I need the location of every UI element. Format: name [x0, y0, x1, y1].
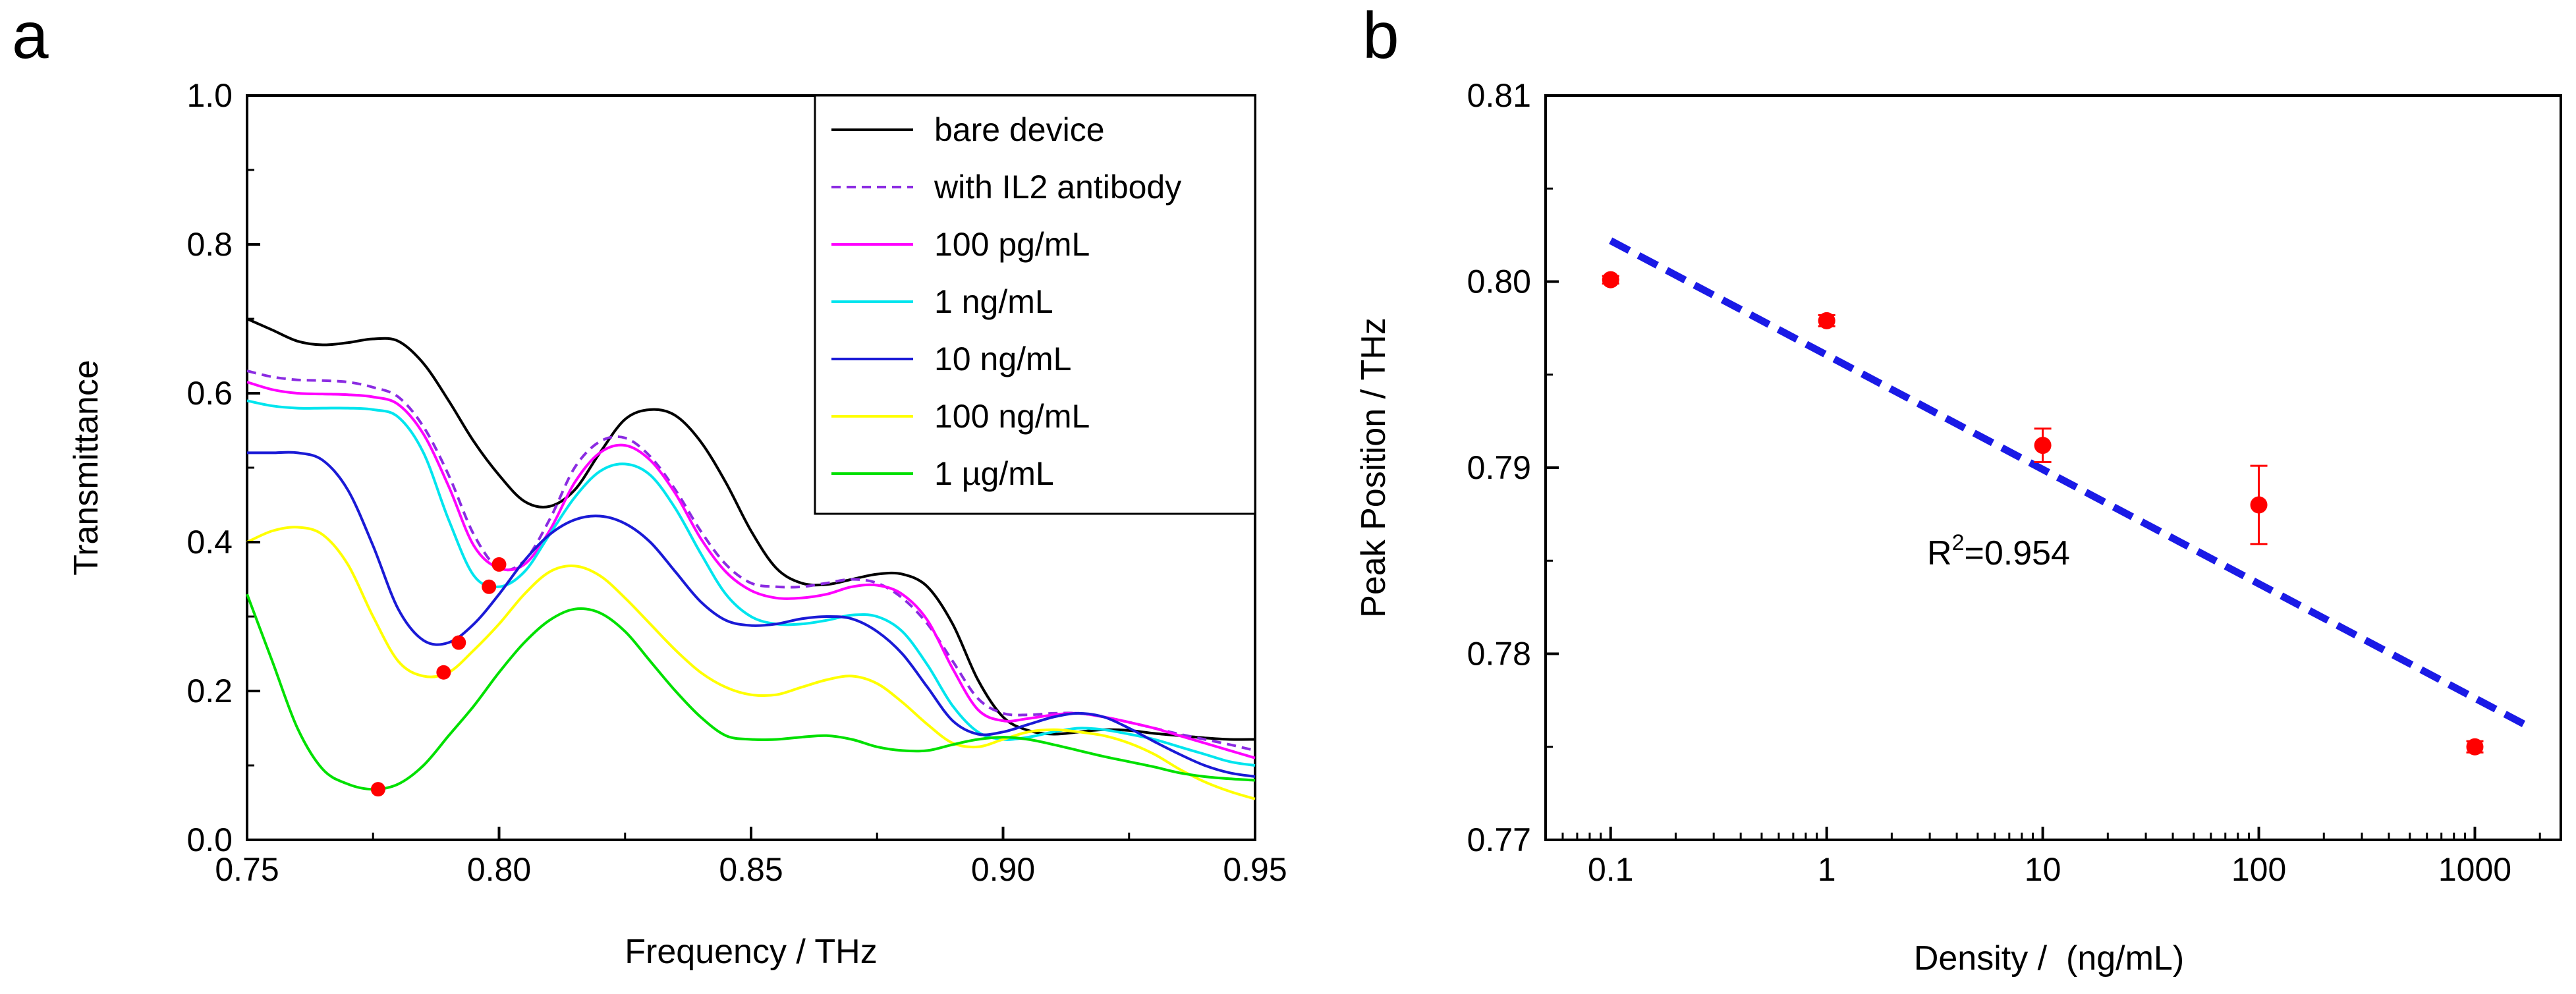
legend-label: bare device [934, 111, 1105, 148]
panel-a-series-group [246, 318, 1256, 800]
legend-label: 10 ng/mL [934, 341, 1071, 377]
resonance-marker [482, 579, 497, 594]
panel-b-y-tick-label: 0.77 [1467, 821, 1531, 858]
panel-a-y-tick-label: 1.0 [186, 77, 233, 114]
panel-a-label: a [12, 0, 49, 72]
panel-b-x-tick-label: 1000 [2438, 851, 2511, 888]
panel-a: a 0.75 0.80 0.85 0.90 0.95 0.0 0.2 0.4 0.6 0.8 1.0… [12, 0, 1287, 971]
panel-a-x-tick-label: 0.80 [467, 851, 531, 888]
data-point [2466, 738, 2484, 756]
r-squared-superscript: 2 [1952, 530, 1965, 555]
r-squared-main: R [1927, 534, 1952, 572]
series-line-1-ng-ml [246, 399, 1256, 767]
r-squared-value: =0.954 [1964, 534, 2070, 572]
panel-b-y-axis-title: Peak Position / THz [1355, 318, 1393, 618]
series-line-1-g-ml [246, 594, 1256, 791]
panel-a-y-tick-label: 0.0 [186, 821, 233, 858]
panel-a-y-axis-title: Transmittance [67, 360, 105, 576]
data-point [2250, 496, 2268, 514]
legend-label: 100 pg/mL [934, 226, 1090, 263]
panel-b-label: b [1362, 0, 1399, 72]
panel-a-y-tick-label: 0.8 [186, 226, 233, 263]
legend-entries: bare device with IL2 antibody 100 pg/mL 1 n… [831, 111, 1181, 492]
panel-b-x-tick-label: 10 [2025, 851, 2061, 888]
legend-label: with IL2 antibody [934, 169, 1181, 206]
legend-box [814, 94, 1256, 515]
linear-fit-line [1609, 237, 2527, 728]
legend-label: 100 ng/mL [934, 398, 1090, 435]
panel-b-y-tick-label: 0.78 [1467, 636, 1531, 673]
resonance-marker [451, 635, 466, 650]
panel-a-y-tick-label: 0.6 [186, 375, 233, 412]
panel-a-x-tick-label: 0.95 [1223, 851, 1287, 888]
panel-a-ticks-group: 0.75 0.80 0.85 0.90 0.95 0.0 0.2 0.4 0.6 0.8 1.0 [186, 77, 1287, 888]
resonance-marker [491, 557, 507, 572]
data-point [1818, 312, 1835, 329]
r-squared-annotation: R2=0.954 [1927, 530, 2070, 572]
panel-a-y-tick-label: 0.2 [186, 673, 233, 709]
panel-b-y-tick-label: 0.80 [1467, 263, 1531, 300]
panel-a-x-tick-label: 0.85 [719, 851, 783, 888]
panel-b-y-tick-label: 0.81 [1467, 77, 1531, 114]
panel-a-x-axis-title: Frequency / THz [625, 933, 877, 971]
panel-b-y-tick-label: 0.79 [1467, 449, 1531, 486]
panel-b: b 0.1 1 10 100 1000 0.77 0.78 0.79 0.80 0.81 R2=0… [1355, 0, 2562, 978]
data-point [2034, 437, 2052, 455]
panel-b-x-tick-label: 100 [2231, 851, 2286, 888]
series-line-10-ng-ml [247, 451, 1256, 778]
panel-b-x-tick-label: 1 [1818, 851, 1836, 888]
series-line-100-ng-ml [246, 526, 1256, 800]
panel-b-x-axis-title: Density / (ng/mL) [1914, 939, 2184, 978]
legend-label: 1 µg/mL [934, 455, 1054, 492]
panel-a-y-tick-label: 0.4 [186, 524, 233, 561]
panel-b-fit-group [1609, 237, 2527, 728]
legend-label: 1 ng/mL [934, 283, 1053, 320]
panel-b-points-group [1602, 271, 2484, 756]
panel-b-x-tick-label: 0.1 [1588, 851, 1634, 888]
panel-a-markers-group [370, 557, 507, 797]
resonance-marker [436, 665, 451, 680]
panel-a-x-tick-label: 0.75 [215, 851, 279, 888]
panel-b-plot-frame [1544, 94, 2562, 841]
resonance-marker [370, 782, 385, 797]
data-point [1602, 271, 1619, 289]
panel-a-legend: bare device with IL2 antibody 100 pg/mL 1 n… [814, 94, 1256, 515]
panel-b-ticks-group: 0.1 1 10 100 1000 0.77 0.78 0.79 0.80 0.81 [1467, 77, 2541, 888]
panel-a-x-tick-label: 0.90 [971, 851, 1035, 888]
